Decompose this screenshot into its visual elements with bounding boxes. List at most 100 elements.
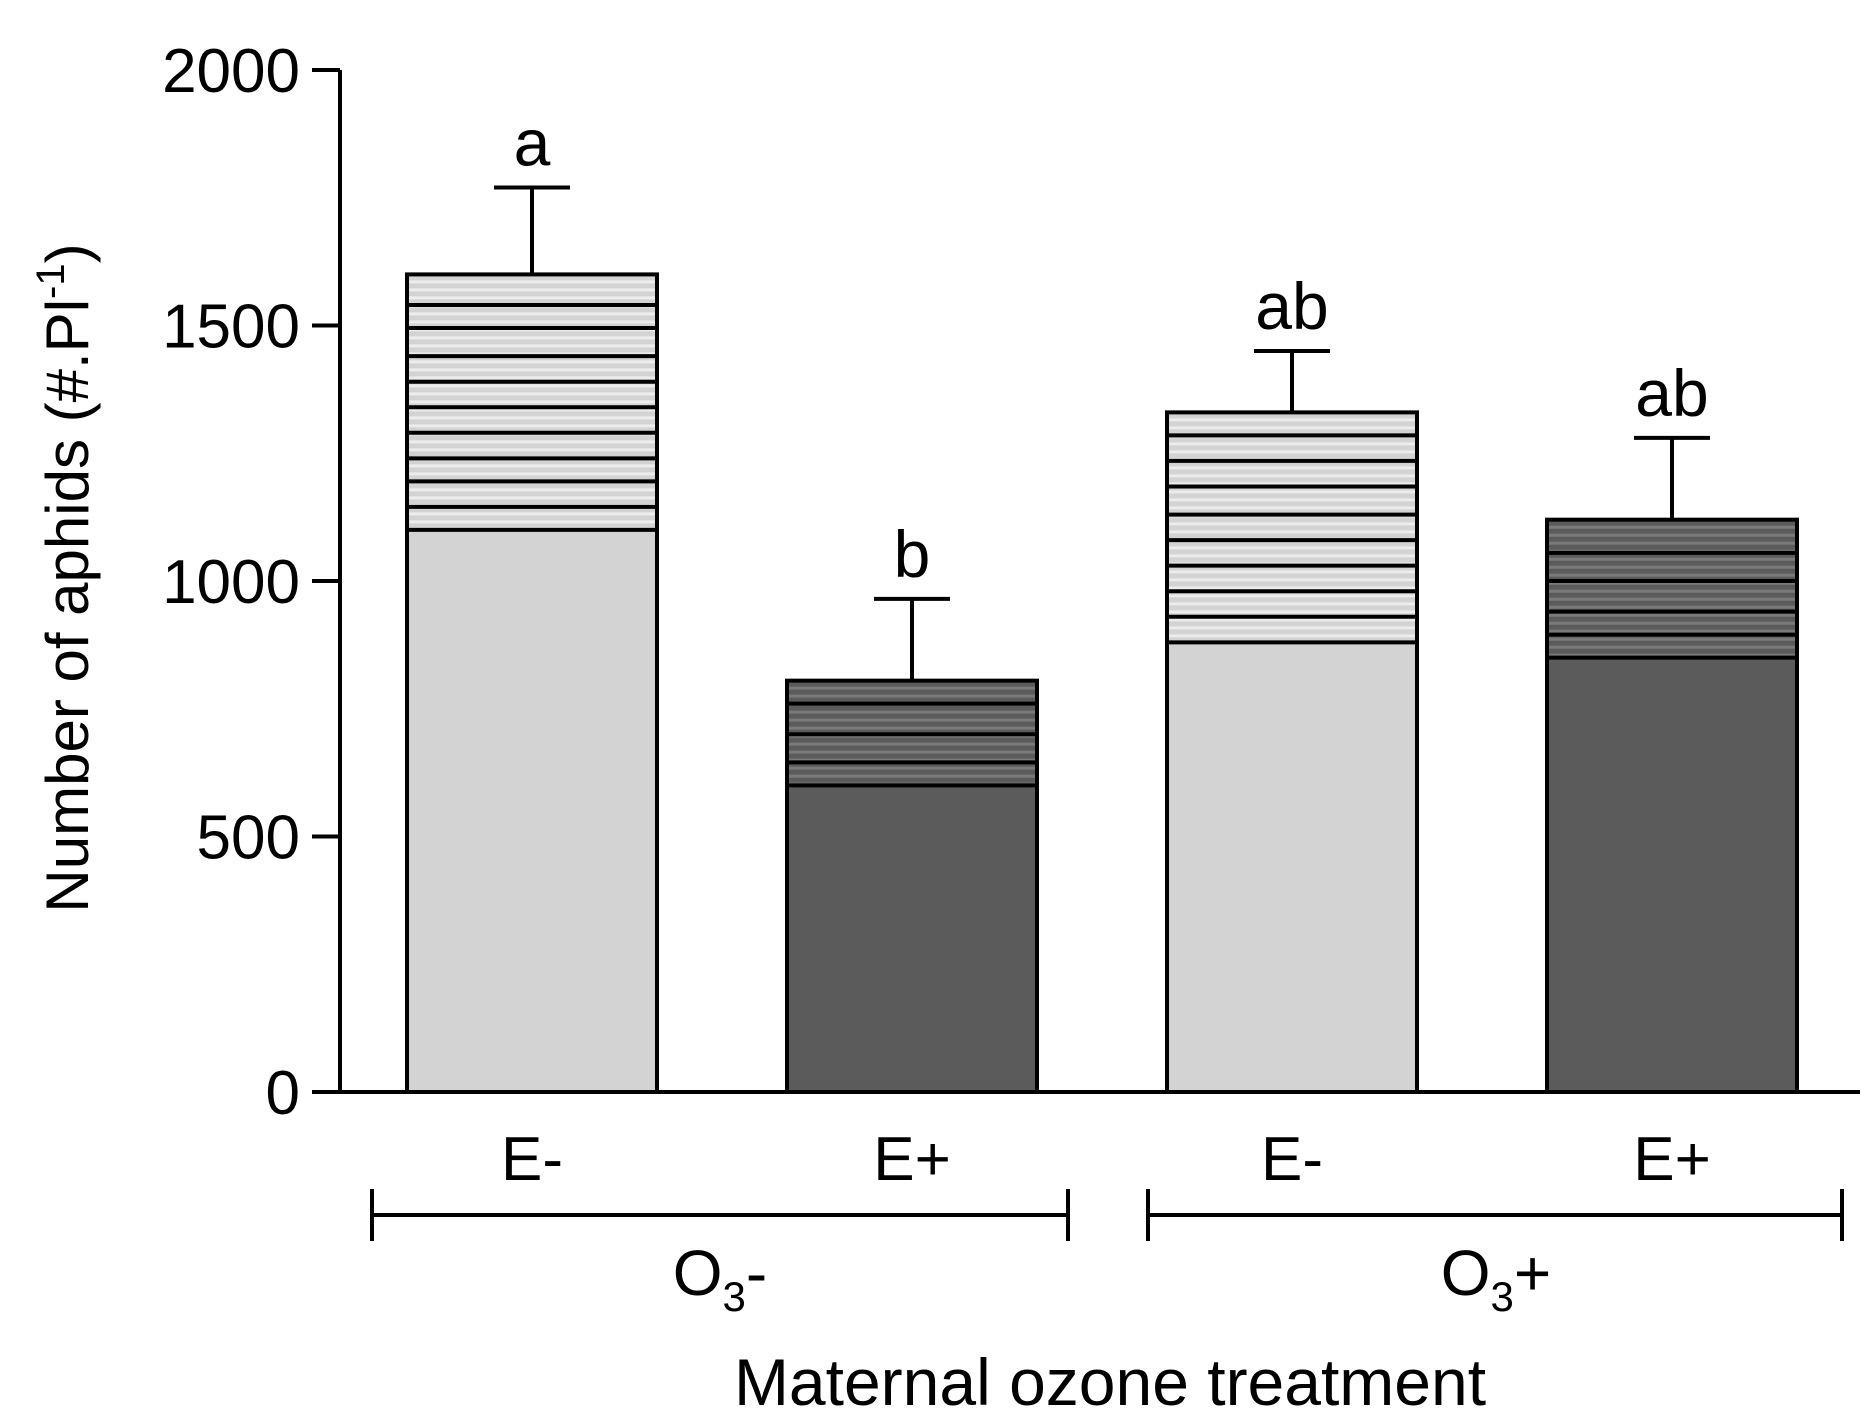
bar-stripe-band	[1167, 474, 1417, 478]
significance-letter: ab	[1635, 356, 1708, 430]
bar-stripe-band	[407, 496, 657, 500]
bar-stripe-band	[1167, 570, 1417, 574]
group-label-main: O	[673, 1237, 723, 1309]
bar-stripe-band	[787, 774, 1037, 778]
bar-stripe-band	[407, 360, 657, 364]
bar-stripe-band	[1167, 554, 1417, 558]
bar-stripe-band	[407, 448, 657, 452]
bar-stripe-band	[1167, 482, 1417, 486]
bar-stripe-band	[1547, 573, 1797, 577]
bar-stripe-band	[407, 392, 657, 396]
group-bracket: O3+	[1146, 1189, 1844, 1320]
bar-stripe-band	[407, 424, 657, 428]
bar-stripe-band	[407, 344, 657, 348]
group-label-suffix: +	[1514, 1237, 1551, 1309]
bar-stripe-band	[1167, 594, 1417, 598]
bar-stripe-band	[1547, 533, 1797, 537]
bar-stripe-band	[787, 694, 1037, 698]
group-label-suffix: -	[746, 1237, 767, 1309]
bar-stripe-band	[1167, 418, 1417, 422]
bar-stripe-band	[1547, 629, 1797, 633]
bar-stripe-band	[1547, 525, 1797, 529]
bar-stripe-band	[407, 280, 657, 284]
bar-stripe-band	[407, 368, 657, 372]
bar-stripe-band	[1167, 602, 1417, 606]
bar-stripe-band	[787, 742, 1037, 746]
bar-stripe-band	[787, 718, 1037, 722]
significance-letter: ab	[1255, 269, 1328, 343]
bar-stripe-band	[407, 384, 657, 388]
bar-stripe-band	[787, 726, 1037, 730]
bar-stripe-band	[787, 710, 1037, 714]
bar-stripe-band	[1167, 450, 1417, 454]
bar-stripe-band	[1167, 498, 1417, 502]
bar	[1167, 412, 1417, 1092]
bar-stripe-band	[1547, 653, 1797, 657]
x-tick-label: E-	[501, 1125, 563, 1194]
y-tick-label: 1500	[162, 293, 300, 362]
group-label-subscript: 3	[1491, 1273, 1514, 1320]
bar-stripe-band	[407, 400, 657, 404]
bar-stripe-band	[1167, 618, 1417, 622]
y-axis-label: Number of aphids (#.Pl-1)	[29, 243, 101, 912]
bar-stripe-band	[1547, 565, 1797, 569]
bar-stripe-band	[407, 464, 657, 468]
bar	[1547, 519, 1797, 1092]
group-brackets: O3- O3+	[370, 1189, 1844, 1320]
y-axis-label-superscript: -1	[29, 263, 73, 299]
bar-stripe-band	[407, 416, 657, 420]
y-axis-label-close: )	[34, 243, 101, 263]
y-tick-label: 0	[266, 1059, 300, 1128]
bar-stripe-band	[1167, 506, 1417, 510]
y-tick-label: 1000	[162, 548, 300, 617]
bar-stripe-band	[1547, 541, 1797, 545]
bar-group: a	[405, 106, 659, 1094]
x-axis: E- E+ E- E+	[340, 1090, 1860, 1194]
group-label-subscript: 3	[723, 1273, 746, 1320]
bar-stripe-band	[1167, 626, 1417, 630]
bar-stripe-band	[407, 472, 657, 476]
bar-stripe-band	[1167, 586, 1417, 590]
bar-stripe-band	[407, 296, 657, 300]
group-bracket: O3-	[370, 1189, 1070, 1320]
bar-stripe-band	[1167, 490, 1417, 494]
bar-stripe-band	[1167, 426, 1417, 430]
significance-letter: a	[514, 106, 551, 180]
bar-stripe-band	[407, 288, 657, 292]
x-axis-label: Maternal ozone treatment	[734, 1345, 1486, 1419]
bar-stripe-band	[1167, 530, 1417, 534]
bar-stripe-band	[1547, 557, 1797, 561]
bar-stripe-band	[407, 488, 657, 492]
bar-stripe-band	[407, 320, 657, 324]
bar	[787, 680, 1037, 1092]
bar-stripe-band	[407, 440, 657, 444]
y-axis: 0 500 1000 1500 2000	[162, 37, 342, 1128]
bar-stripe-band	[407, 520, 657, 524]
bar-stripe-band	[1167, 578, 1417, 582]
bar-stripe-band	[1547, 613, 1797, 617]
bar-stripe-band	[1547, 621, 1797, 625]
bar-stripe-band	[1167, 634, 1417, 638]
bar-stripe-band	[787, 686, 1037, 690]
bar-stripe-band	[1167, 466, 1417, 470]
bar-stripe-band	[1547, 645, 1797, 649]
x-tick-label: E-	[1261, 1125, 1323, 1194]
x-tick-label: E+	[873, 1125, 951, 1194]
x-tick-label: E+	[1633, 1125, 1711, 1194]
bar-stripe-band	[1547, 597, 1797, 601]
significance-letter: b	[894, 517, 931, 591]
y-axis-label-main: Number of aphids (#.Pl	[34, 299, 101, 913]
bar-stripe-band	[1547, 637, 1797, 641]
bar-stripe-band	[407, 376, 657, 380]
y-tick-label: 2000	[162, 37, 300, 106]
group-label: O3-	[673, 1237, 767, 1320]
bar-stripe-band	[407, 408, 657, 412]
group-label-main: O	[1441, 1237, 1491, 1309]
y-tick-label: 500	[197, 804, 300, 873]
bar-group: b	[785, 517, 1039, 1095]
bar-stripe-band	[1167, 522, 1417, 526]
bar-group: ab	[1545, 356, 1799, 1094]
bar-stripe-band	[1167, 442, 1417, 446]
bar-stripe-band	[1167, 610, 1417, 614]
